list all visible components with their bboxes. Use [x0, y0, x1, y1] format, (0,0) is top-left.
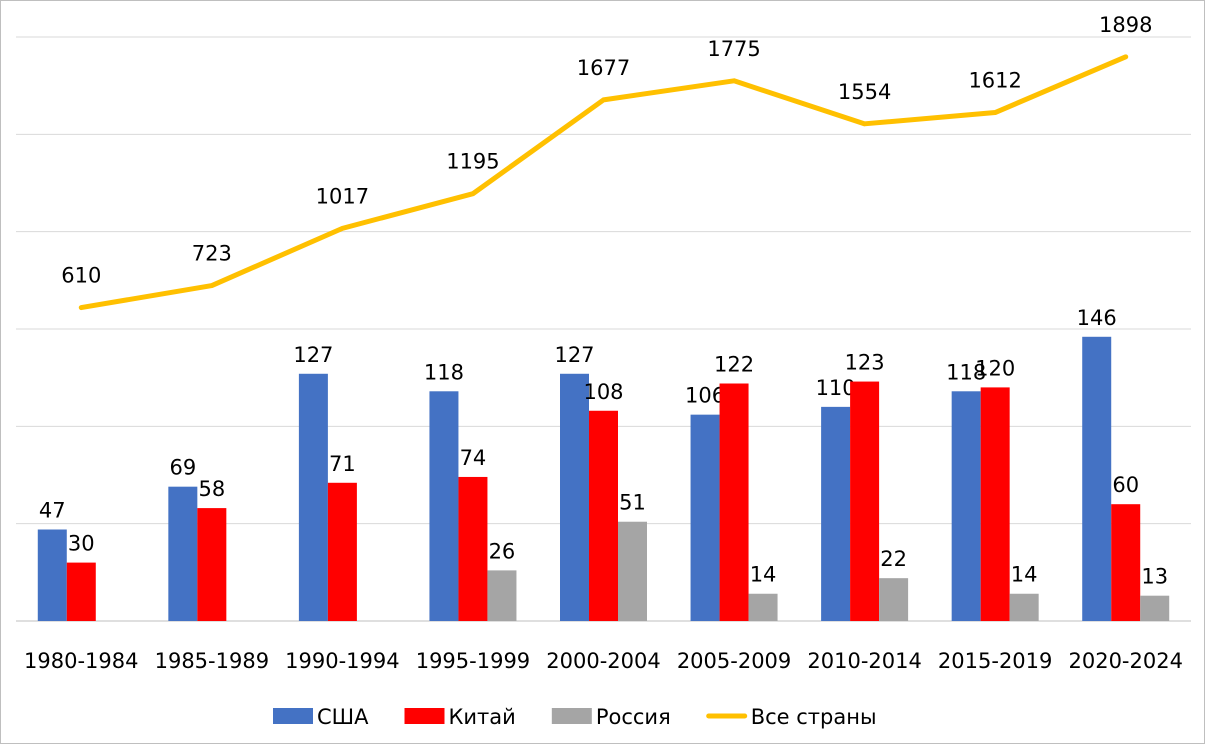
x-tick-label: 1980-1984: [24, 649, 138, 673]
legend-label: Китай: [449, 705, 516, 729]
bar: [327, 482, 357, 621]
x-tick-label: 1990-1994: [285, 649, 399, 673]
line-series: [78, 54, 1129, 311]
bar: [980, 387, 1010, 621]
line-data-label: 1775: [707, 37, 760, 61]
data-label: 118: [424, 360, 464, 384]
bar: [66, 562, 96, 621]
bar: [298, 373, 328, 621]
data-label: 14: [750, 563, 777, 587]
data-label: 106: [685, 384, 725, 408]
data-label: 110: [816, 376, 856, 400]
legend-label: Россия: [596, 705, 671, 729]
data-label: 122: [714, 353, 754, 377]
data-label: 60: [1112, 473, 1139, 497]
line-data-label: 610: [61, 264, 101, 288]
bar: [821, 406, 851, 621]
bar: [560, 373, 589, 621]
bar: [168, 486, 198, 621]
data-label: 26: [489, 539, 516, 563]
bar: [879, 578, 909, 621]
data-label: 74: [460, 446, 487, 470]
data-label: 51: [619, 491, 646, 515]
data-label: 69: [169, 456, 196, 480]
bar: [719, 383, 749, 621]
data-label: 118: [946, 360, 986, 384]
data-label: 127: [293, 343, 333, 367]
line-data-label: 1017: [316, 184, 369, 208]
x-tick-label: 1995-1999: [416, 649, 530, 673]
legend-swatch: [551, 708, 592, 724]
bar: [37, 529, 67, 621]
data-label: 123: [845, 351, 885, 375]
data-label: 22: [880, 547, 907, 571]
legend-label: Все страны: [751, 705, 877, 729]
bar: [1140, 595, 1170, 621]
data-label: 30: [68, 532, 95, 556]
bar: [951, 391, 981, 621]
bar: [1111, 504, 1141, 621]
bar: [748, 593, 778, 621]
x-tick-label: 2005-2009: [677, 649, 791, 673]
x-tick-label: 1985-1989: [155, 649, 269, 673]
line-data-label: 1554: [838, 80, 891, 104]
data-label: 127: [554, 343, 594, 367]
bar: [850, 381, 880, 621]
data-label: 47: [39, 499, 66, 523]
data-label: 13: [1141, 565, 1168, 589]
legend-swatch: [404, 708, 445, 724]
bar: [690, 414, 720, 621]
data-label: 120: [975, 356, 1015, 380]
bar: [618, 521, 647, 621]
x-tick-label: 2015-2019: [938, 649, 1052, 673]
line-data-label: 1195: [446, 150, 499, 174]
data-label: 14: [1011, 563, 1038, 587]
data-label: 108: [583, 380, 623, 404]
line-data-label: 723: [192, 242, 232, 266]
line-data-label: 1898: [1099, 13, 1152, 37]
x-tick-label: 2000-2004: [546, 649, 660, 673]
data-label: 146: [1077, 306, 1117, 330]
x-tick-label: 2010-2014: [807, 649, 921, 673]
x-tick-label: 2020-2024: [1068, 649, 1182, 673]
data-label: 58: [198, 477, 225, 501]
legend-label: США: [317, 705, 369, 729]
bar: [197, 508, 227, 621]
bar: [458, 476, 488, 621]
bar: [589, 410, 618, 621]
legend-swatch: [273, 708, 313, 724]
bar: [1082, 336, 1112, 621]
bar: [487, 570, 517, 621]
bar: [1009, 593, 1039, 621]
data-label: 71: [329, 452, 356, 476]
line-data-label: 1677: [577, 56, 630, 80]
bar: [429, 391, 459, 621]
line-data-label: 1612: [968, 69, 1021, 93]
